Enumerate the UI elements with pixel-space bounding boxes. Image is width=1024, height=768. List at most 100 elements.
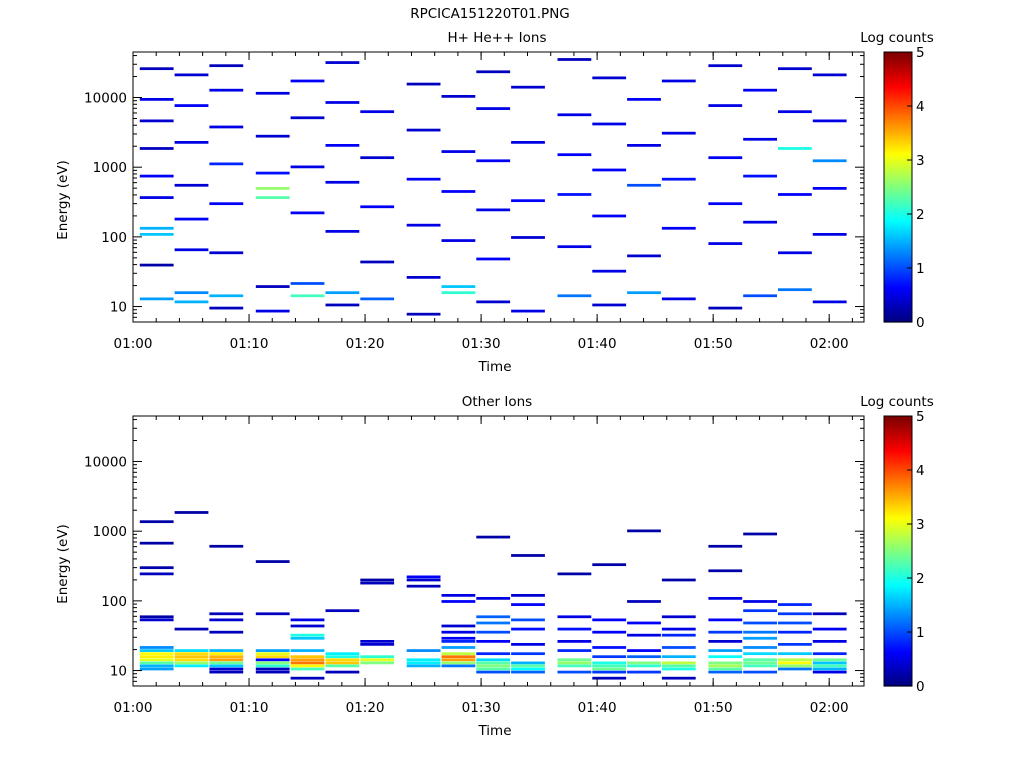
colorbar-frame <box>883 51 913 323</box>
colorbar-segment <box>884 279 912 283</box>
heatmap-cell <box>290 661 325 665</box>
colorbar-tick-label: 3 <box>916 517 925 533</box>
colorbar-segment <box>884 227 912 231</box>
colorbar-segment <box>884 593 912 597</box>
colorbar-segment <box>884 299 912 303</box>
heatmap-cell <box>441 594 476 597</box>
colorbar-segment <box>884 211 912 215</box>
heatmap-cell <box>360 156 395 160</box>
heatmap-cell <box>627 144 661 147</box>
colorbar-segment <box>884 281 912 285</box>
heatmap-cell <box>209 667 244 671</box>
colorbar-segment <box>884 283 912 287</box>
heatmap-cell <box>139 618 174 622</box>
heatmap-cell <box>812 667 847 671</box>
colorbar-segment <box>884 310 912 314</box>
heatmap-cell <box>255 652 290 656</box>
heatmap-cell <box>209 652 244 656</box>
colorbar-segment <box>884 83 912 87</box>
colorbar-segment <box>884 488 912 491</box>
colorbar-segment <box>884 508 912 512</box>
heatmap-cell <box>661 667 696 671</box>
heatmap-cell <box>139 263 174 267</box>
heatmap-cell <box>812 670 847 674</box>
heatmap-cell <box>139 649 174 652</box>
heatmap-cell <box>661 578 696 582</box>
colorbar-segment <box>884 254 912 258</box>
heatmap-cell <box>139 646 174 649</box>
heatmap-cell <box>209 664 244 668</box>
heatmap-cell <box>627 98 661 101</box>
heatmap-cell <box>325 670 360 674</box>
colorbar-segment <box>884 63 912 67</box>
x-tick-label: 01:50 <box>694 336 733 352</box>
y-tick-label: 10000 <box>84 455 127 471</box>
colorbar-segment <box>884 481 912 485</box>
colorbar-segment <box>884 614 912 617</box>
colorbar-segment <box>884 209 912 213</box>
heatmap-cell <box>360 658 395 662</box>
heatmap-cell <box>476 300 511 304</box>
colorbar-segment <box>884 571 912 575</box>
colorbar-segment <box>884 108 912 112</box>
heatmap-cell <box>511 643 545 646</box>
colorbar-segment <box>884 427 912 431</box>
heatmap-cell <box>255 309 290 313</box>
heatmap-cell <box>255 171 290 175</box>
colorbar-segment <box>884 72 912 76</box>
heatmap-cell <box>511 199 545 203</box>
heatmap-cell <box>476 535 511 539</box>
heatmap-cell <box>708 661 743 665</box>
heatmap-cell <box>406 584 441 588</box>
colorbar-segment <box>884 200 912 204</box>
heatmap-cell <box>174 664 209 668</box>
x-tick-label: 01:00 <box>114 700 153 716</box>
colorbar-segment <box>884 94 912 98</box>
colorbar-segment <box>884 557 912 561</box>
heatmap-cell <box>290 636 325 640</box>
colorbar-segment <box>884 463 912 467</box>
colorbar-segment <box>884 589 912 593</box>
heatmap-cell <box>778 67 812 71</box>
heatmap-cell <box>209 125 244 129</box>
heatmap-cell <box>476 107 511 110</box>
colorbar-segment <box>884 665 912 669</box>
heatmap-cell <box>511 661 545 665</box>
heatmap-cell <box>708 630 743 634</box>
heatmap-cell <box>255 661 290 665</box>
colorbar-segment <box>884 223 912 226</box>
heatmap-cell <box>592 667 627 671</box>
heatmap-cell <box>743 652 777 656</box>
heatmap-cell <box>174 649 209 652</box>
colorbar-segment <box>884 126 912 130</box>
colorbar-segment <box>884 587 912 590</box>
heatmap-cell <box>812 640 847 643</box>
heatmap-cell <box>708 202 743 206</box>
heatmap-cell <box>476 597 511 600</box>
heatmap-cell <box>360 260 395 264</box>
heatmap-cell <box>360 297 395 301</box>
colorbar-segment <box>884 232 912 235</box>
colorbar-segment <box>884 290 912 294</box>
heatmap-cell <box>778 630 812 634</box>
colorbar-tick-label: 2 <box>916 571 925 587</box>
heatmap-cell <box>661 661 696 665</box>
heatmap-cell <box>441 661 476 665</box>
heatmap-cell <box>743 532 777 536</box>
heatmap-cell <box>812 300 847 304</box>
colorbar-segment <box>884 670 912 674</box>
colorbar-segment <box>884 313 912 316</box>
heatmap-cell <box>325 180 360 184</box>
colorbar-segment <box>884 602 912 606</box>
heatmap-cell <box>511 618 545 622</box>
heatmap-cell <box>743 646 777 649</box>
colorbar-segment <box>884 425 912 428</box>
heatmap-cell <box>627 661 661 665</box>
colorbar-segment <box>884 124 912 127</box>
y-tick-label: 1000 <box>93 524 127 540</box>
heatmap-cell <box>441 646 476 649</box>
heatmap-cell <box>778 621 812 625</box>
heatmap-cell <box>174 141 209 144</box>
heatmap-cell <box>812 652 847 656</box>
heatmap-cell <box>290 655 325 659</box>
